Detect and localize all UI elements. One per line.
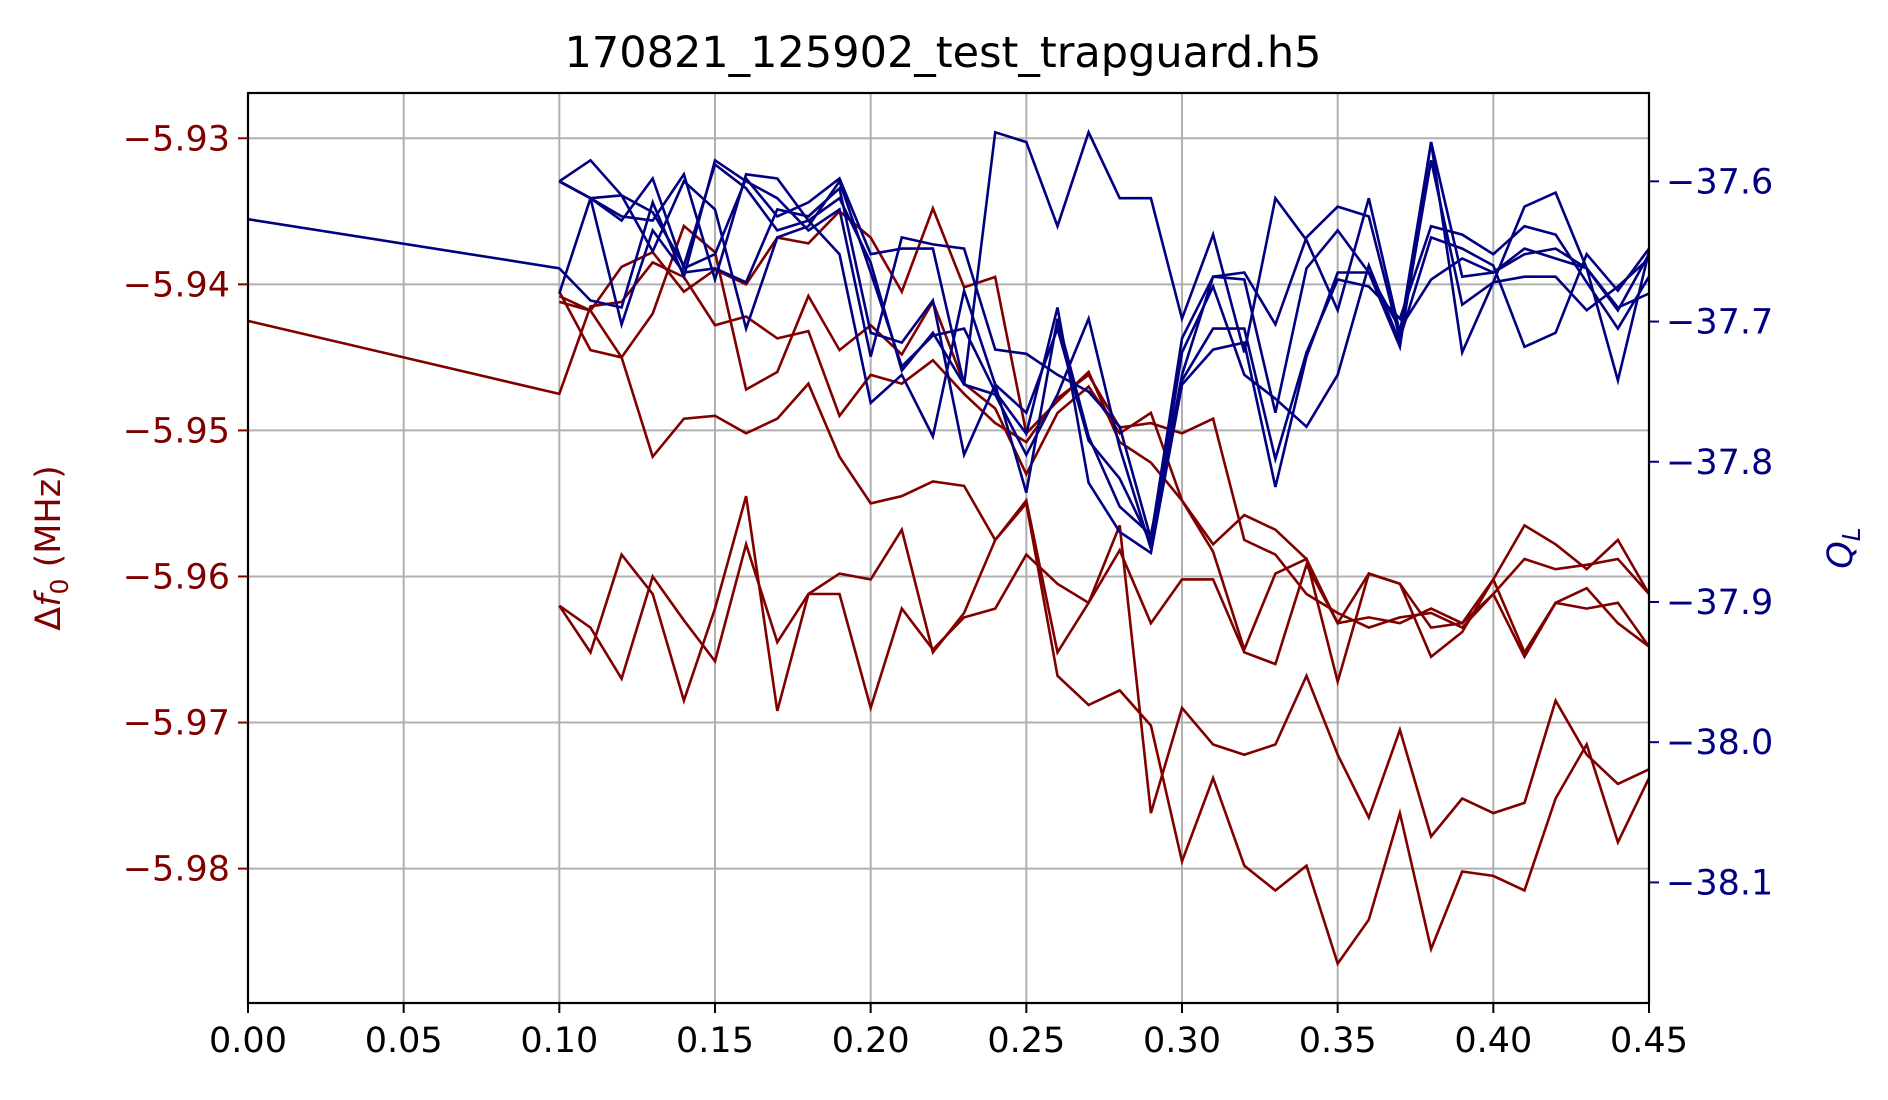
right-tick-label: −37.7 <box>1666 303 1773 343</box>
left-tick-label: −5.95 <box>123 411 230 451</box>
x-tick-label: 0.00 <box>209 1021 287 1061</box>
left-axis-label-delta: Δ <box>29 607 69 631</box>
x-tick-label: 0.35 <box>1299 1021 1377 1061</box>
right-series-line-1 <box>247 158 1651 540</box>
right-axis-label: QL <box>1821 527 1866 569</box>
right-series-line-6 <box>558 128 1650 385</box>
right-series-group <box>247 128 1651 556</box>
x-tick-label: 0.45 <box>1610 1021 1688 1061</box>
left-tick-label: −5.96 <box>123 557 230 597</box>
left-series-line-3 <box>558 204 1650 687</box>
left-series-line-4 <box>558 539 1651 713</box>
left-y-axis: −5.93 −5.94 −5.95 −5.96 −5.97 −5.98 <box>123 119 248 890</box>
right-tick-label: −37.9 <box>1666 583 1773 623</box>
x-tick-label: 0.40 <box>1454 1021 1532 1061</box>
x-tick-label: 0.10 <box>520 1021 598 1061</box>
grid <box>247 93 1650 1003</box>
x-tick-label: 0.20 <box>832 1021 910 1061</box>
right-y-axis: −37.6 −37.7 −37.8 −37.9 −38.0 −38.1 <box>1649 162 1773 903</box>
left-tick-label: −5.93 <box>123 119 230 159</box>
right-tick-label: −38.1 <box>1666 863 1773 903</box>
right-series-line-4 <box>558 180 1651 538</box>
right-series-line-3 <box>558 178 1650 556</box>
left-tick-label: −5.98 <box>123 850 230 890</box>
x-axis: 0.00 0.05 0.10 0.15 0.20 0.25 0.30 0.35 0.40 0.45 <box>209 1003 1688 1061</box>
x-tick-label: 0.30 <box>1143 1021 1221 1061</box>
right-series-line-2 <box>558 141 1651 548</box>
x-tick-label: 0.05 <box>365 1021 443 1061</box>
plot-frame <box>246 91 1651 1005</box>
left-tick-label: −5.97 <box>123 704 230 744</box>
right-axis-label-subscript: L <box>1837 527 1866 541</box>
right-axis-label-q: Q <box>1821 541 1861 569</box>
left-axis-label: Δf0 (MHz) <box>29 465 74 631</box>
right-tick-label: −37.8 <box>1666 443 1773 483</box>
right-tick-label: −38.0 <box>1666 723 1773 763</box>
left-series-line-6 <box>558 300 1651 967</box>
x-tick-label: 0.25 <box>987 1021 1065 1061</box>
x-tick-label: 0.15 <box>676 1021 754 1061</box>
left-axis-label-unit: (MHz) <box>29 465 69 578</box>
left-tick-label: −5.94 <box>123 265 230 305</box>
left-axis-label-subscript: 0 <box>45 579 74 595</box>
chart-title: 170821_125902_test_trapguard.h5 <box>565 28 1322 78</box>
left-series-line-5 <box>558 495 1650 840</box>
right-tick-label: −37.6 <box>1666 162 1773 202</box>
